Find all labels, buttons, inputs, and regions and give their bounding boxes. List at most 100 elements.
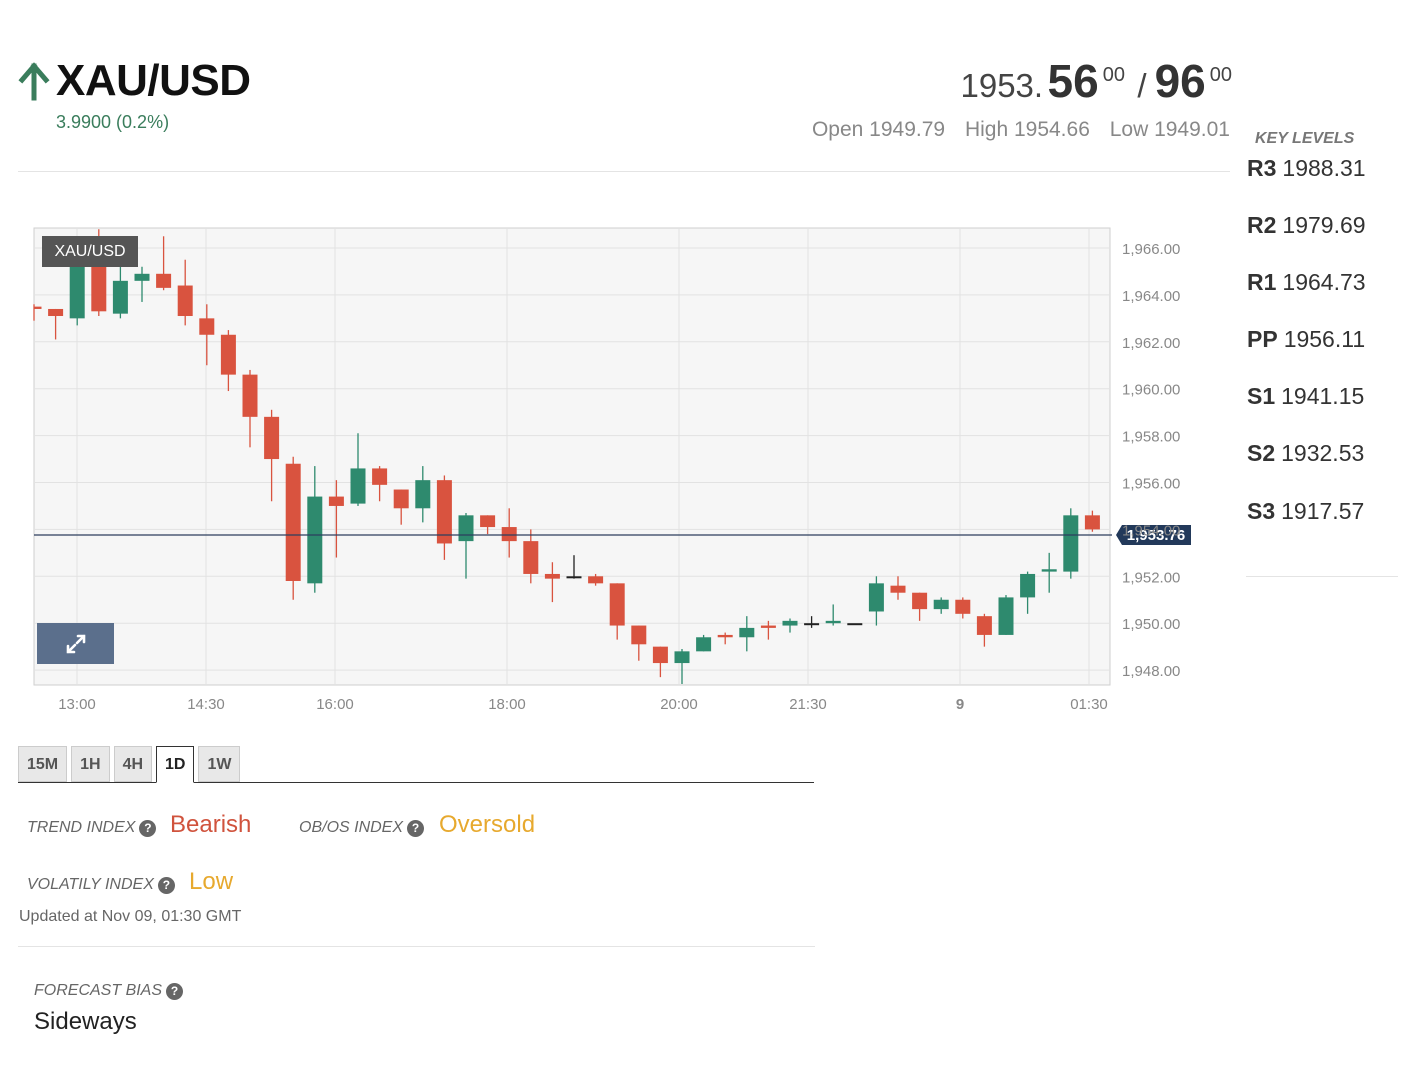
tab-15m[interactable]: 15M (18, 746, 68, 782)
candle-body (285, 463, 301, 581)
candle-body (631, 625, 647, 645)
quote-separator: / (1137, 67, 1147, 104)
obos-index-value: Oversold (439, 811, 536, 838)
candle (890, 576, 906, 600)
candle (804, 616, 820, 628)
key-level-label: R2 (1247, 212, 1277, 238)
plot-area (33, 227, 1111, 686)
ask-sup: 00 (1209, 64, 1232, 86)
candle (976, 613, 992, 647)
x-axis: 13:00 14:30 16:00 18:00 20:00 21:30 9 01:30 (58, 696, 1108, 713)
x-tick-label: 20:00 (660, 696, 698, 713)
ask-big: 96 (1154, 55, 1206, 107)
candle (566, 555, 582, 579)
question-circle-icon[interactable]: ? (139, 819, 157, 837)
bid-prefix: 1953. (960, 67, 1044, 104)
x-tick-label: 18:00 (488, 696, 526, 713)
question-circle-icon[interactable]: ? (166, 982, 184, 1000)
key-level-s1: S1 1941.15 (1247, 383, 1364, 410)
key-level-label: S3 (1247, 498, 1276, 524)
candle (285, 456, 301, 600)
candle (501, 508, 517, 558)
candle (199, 304, 215, 366)
candle-body (804, 623, 820, 626)
candle-body (34, 306, 42, 309)
question-circle-icon[interactable]: ? (157, 876, 175, 894)
candle-body (588, 576, 604, 584)
key-level-value: 1941.15 (1281, 383, 1365, 409)
bid-ask-quote: 1953. 56 00 /96 00 (960, 54, 1232, 108)
y-tick-label: 1,966.00 (1122, 241, 1180, 258)
candle (350, 433, 366, 506)
key-level-r2: R2 1979.69 (1247, 212, 1366, 239)
expand-chart-button[interactable] (37, 623, 114, 664)
key-level-s2: S2 1932.53 (1247, 440, 1364, 467)
key-level-value: 1932.53 (1281, 440, 1365, 466)
tab-1h[interactable]: 1H (71, 746, 110, 782)
obos-index-label: OB/OS INDEX ? (299, 819, 425, 837)
candle (156, 236, 172, 291)
y-tick-label: 1,948.00 (1122, 663, 1180, 680)
trend-index-text: TREND INDEX (27, 819, 136, 836)
candle (588, 573, 604, 586)
obos-index-text: OB/OS INDEX (299, 819, 404, 836)
candle-layer (33, 229, 1100, 684)
candle (739, 616, 755, 652)
candlestick-chart[interactable]: 1,953.76 1,966.00 1,964.00 1,962.00 1,960.0… (0, 220, 1230, 730)
candle-body (674, 651, 690, 664)
candle-body (177, 285, 193, 317)
candle (998, 595, 1014, 635)
key-level-r3: R3 1988.31 (1247, 155, 1366, 182)
candle (933, 597, 949, 614)
y-tick-label: 1,952.00 (1122, 569, 1180, 586)
candle (436, 475, 452, 560)
key-level-value: 1917.57 (1281, 498, 1365, 524)
x-tick-label: 9 (956, 696, 964, 713)
question-circle-icon[interactable]: ? (407, 819, 425, 837)
last-price-label: 1,953.76 (1127, 527, 1185, 544)
candle-body (566, 576, 582, 579)
candle-body (307, 496, 323, 584)
candle-body (717, 634, 733, 638)
bid-big: 56 (1047, 55, 1099, 107)
key-level-r1: R1 1964.73 (1247, 269, 1366, 296)
key-level-value: 1956.11 (1283, 326, 1366, 352)
key-level-label: R1 (1247, 269, 1277, 295)
candle-body (436, 480, 452, 544)
candle-body (1020, 573, 1036, 598)
volatility-index-value: Low (189, 868, 234, 895)
tab-4h[interactable]: 4H (113, 746, 153, 782)
candle (112, 264, 128, 319)
y-tick-label: 1,964.00 (1122, 288, 1180, 305)
key-level-label: R3 (1247, 155, 1277, 181)
bid-sup: 00 (1102, 64, 1125, 86)
candle-body (328, 496, 344, 506)
candle (48, 308, 64, 340)
key-level-value: 1988.31 (1282, 155, 1366, 181)
candle-body (350, 468, 366, 504)
candle-body (458, 515, 474, 542)
candle (674, 648, 690, 684)
price-change: 3.9900 (0.2%) (56, 112, 170, 132)
forecast-bias-label: FORECAST BIAS ? (34, 982, 184, 1000)
tab-1d[interactable]: 1D (156, 746, 195, 783)
key-level-label: S2 (1247, 440, 1276, 466)
candle-body (1041, 569, 1057, 572)
candle-body (1084, 515, 1100, 530)
candle (1020, 571, 1036, 614)
candle-body (199, 318, 215, 335)
candle-body (501, 527, 517, 542)
timeframe-tabs: 15M 1H 4H 1D 1W (18, 746, 241, 783)
forecast-bias-text: FORECAST BIAS (34, 982, 163, 999)
candle (393, 489, 409, 525)
candle-body (890, 585, 906, 593)
trend-index-value: Bearish (170, 811, 252, 838)
candle (134, 266, 150, 302)
candle-body (955, 599, 971, 614)
key-level-s3: S3 1917.57 (1247, 498, 1364, 525)
y-tick-label: 1,958.00 (1122, 429, 1180, 446)
tab-1w[interactable]: 1W (198, 746, 241, 782)
candle-body (847, 623, 863, 626)
candle (177, 259, 193, 326)
candle (760, 620, 776, 640)
